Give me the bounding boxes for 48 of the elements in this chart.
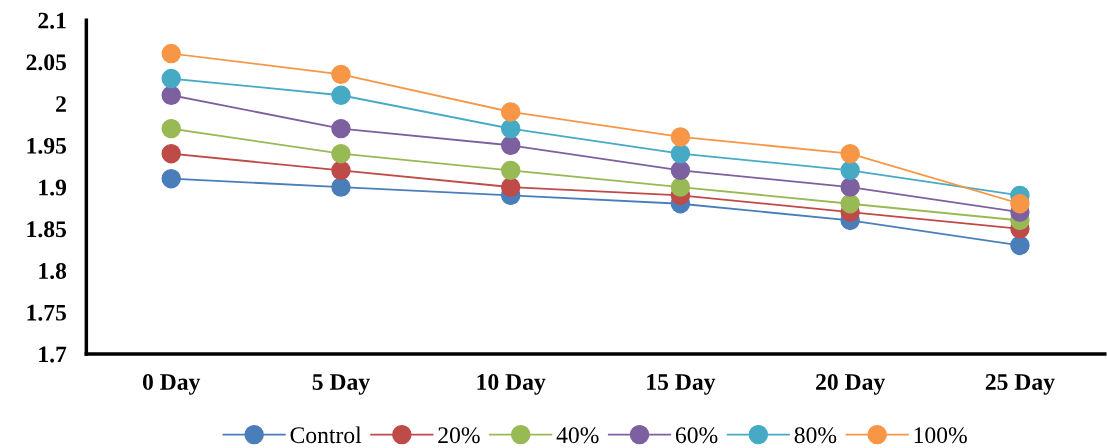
point — [1010, 194, 1030, 214]
legend-label: Control — [290, 426, 362, 444]
x-tick-label: 10 Day — [477, 373, 546, 395]
y-tick-label: 1.7 — [39, 346, 67, 363]
y-tick-label: 2.05 — [26, 54, 67, 71]
x-tick-label: 25 Day — [985, 374, 1055, 395]
point — [500, 135, 521, 156]
point — [331, 143, 351, 164]
point — [331, 160, 351, 181]
point — [161, 85, 181, 105]
x-tick-label: 5 Day — [312, 374, 370, 395]
point — [840, 143, 860, 164]
legend-label: 80% — [794, 427, 837, 444]
point — [161, 118, 181, 139]
point — [840, 160, 860, 181]
y-tick-label: 1.8 — [39, 262, 67, 280]
point — [670, 127, 691, 147]
x-tick-label: 20 Day — [816, 373, 886, 395]
point — [161, 68, 181, 89]
point — [331, 118, 351, 139]
legend-label: 40% — [556, 427, 599, 444]
legend-label: 60% — [675, 427, 718, 444]
point — [331, 177, 351, 197]
point — [500, 118, 521, 139]
y-tick-label: 2.1 — [38, 12, 66, 29]
point — [1010, 235, 1030, 256]
point — [500, 177, 521, 197]
point — [161, 168, 181, 189]
y-tick-label: 1.85 — [27, 221, 67, 238]
point — [500, 160, 521, 181]
point — [161, 43, 181, 64]
point — [331, 64, 351, 85]
point — [161, 143, 181, 164]
point — [500, 102, 521, 122]
x-tick-label: 0 Day — [142, 373, 201, 395]
y-tick-label: 2 — [56, 96, 66, 112]
y-tick-label: 1.75 — [27, 304, 67, 321]
point — [331, 85, 351, 105]
point — [670, 177, 691, 197]
point — [670, 160, 691, 181]
y-tick-label: 1.95 — [27, 137, 67, 154]
point — [670, 143, 691, 164]
legend-label: 100% — [914, 427, 967, 444]
point — [840, 194, 860, 214]
y-tick-label: 1.9 — [39, 179, 67, 196]
point — [840, 177, 860, 197]
legend-label: 20% — [438, 427, 480, 444]
x-tick-label: 15 Day — [647, 374, 716, 395]
